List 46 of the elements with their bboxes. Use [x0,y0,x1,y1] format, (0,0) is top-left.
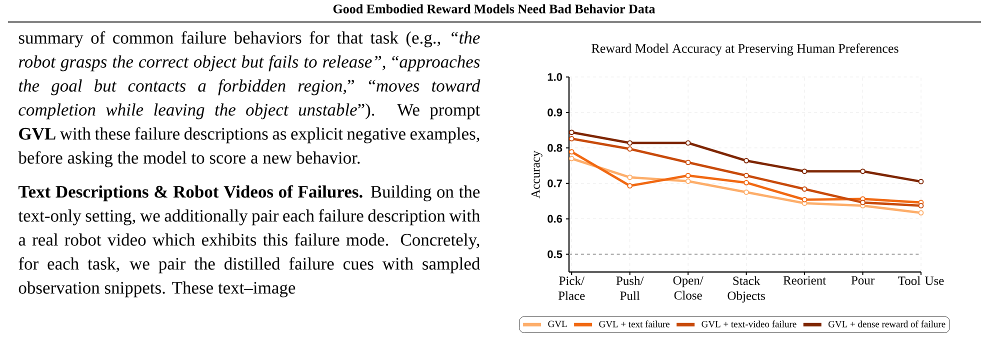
x-tick-label: Tool Use [898,276,944,285]
point [685,140,691,146]
point [627,146,633,152]
y-tick-label: 0.6 [548,214,562,223]
x-tick-label: Reorient [783,276,826,285]
point [568,149,574,155]
y-tick-label: 0.5 [548,250,562,258]
point [568,156,574,162]
point [860,168,866,174]
point [918,203,924,208]
point [685,160,691,166]
x-tick-label: Open/ Close [673,276,704,300]
point [802,186,808,192]
y-tick-label: 0.7 [548,179,562,188]
legend-label: GVL + dense reward of failure [828,320,946,328]
point [860,200,866,206]
point [744,172,750,178]
x-tick-label: Pour [851,276,874,285]
y-tick-label: 0.8 [548,144,562,152]
x-tick-label: Pick/ Place [558,276,585,300]
y-axis-title: Accuracy [531,150,542,198]
point [744,158,750,164]
legend-label: GVL + text failure [599,320,670,328]
legend-label: GVL [548,320,567,328]
x-tick-label: Stack Objects [728,276,765,303]
point [744,180,750,186]
point [627,174,633,180]
point [744,190,750,195]
point [802,196,808,202]
point [918,210,924,216]
point [568,130,574,136]
chart-title: Reward Model Accuracy at Preserving Human Preferences [592,44,898,56]
text: Good Embodied Reward Models Need Bad Behavior Data [333,4,656,14]
x-tick-label: Push/ Pull [616,276,644,300]
point [627,140,633,146]
y-tick-label: 1.0 [548,73,562,81]
point [685,172,691,178]
point [568,136,574,142]
y-tick-label: 0.9 [548,108,562,116]
text: summary of common failure behaviors for that task (e.g., “the robot grasps the correct object but fails to release”, “approaches the goal but contacts a forbidden region,” “moves toward completion while leaving the object unstable”). We prompt GVL with these failure descriptions as explicit negative examples, before asking the model to score a new behavior. [18,31,480,168]
point [802,168,808,174]
point [685,178,691,184]
legend-label: GVL + text-video failure [702,320,796,328]
point [918,178,924,184]
text: Text Descriptions & Robot Videos of Failures. Building on the text-only setting, we additionally pair each failure description with a real robot video which exhibits this failure mode. Concretely, for each task, we pair the distilled failure cues with sampled observation snippets. These text–image [18,185,480,298]
point [627,183,633,189]
